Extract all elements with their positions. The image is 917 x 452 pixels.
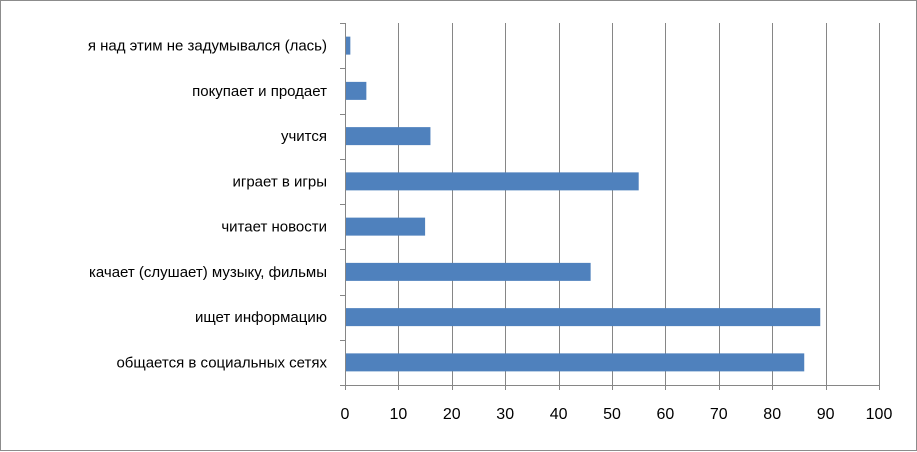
bar-5 <box>346 262 591 281</box>
bar-2 <box>346 127 431 146</box>
x-tick-label-30: 30 <box>496 406 514 423</box>
category-label-1: покупает и продает <box>192 83 327 100</box>
axes <box>340 23 880 390</box>
x-tick-label-40: 40 <box>550 406 568 423</box>
bar-3 <box>346 172 639 191</box>
tick-labels: 0 10 20 30 40 50 60 70 80 90 100 <box>341 406 893 423</box>
x-tick-label-90: 90 <box>817 406 835 423</box>
category-label-4: читает новости <box>221 219 327 236</box>
category-label-5: качает (слушает) музыку, фильмы <box>89 264 327 281</box>
category-label-6: ищет информацию <box>195 309 327 326</box>
bar-1 <box>346 81 367 100</box>
bar-7 <box>346 353 805 372</box>
x-tick-label-60: 60 <box>657 406 675 423</box>
x-tick-label-100: 100 <box>866 406 893 423</box>
category-label-3: играет в игры <box>232 173 327 190</box>
x-tick-label-70: 70 <box>710 406 728 423</box>
bar-4 <box>346 217 426 236</box>
x-tick-label-20: 20 <box>443 406 461 423</box>
category-label-0: я над этим не задумывался (лась) <box>88 38 327 55</box>
category-label-7: общается в социальных сетях <box>116 354 327 371</box>
x-tick-label-0: 0 <box>341 406 350 423</box>
bar-6 <box>346 308 821 327</box>
gridlines <box>398 23 880 385</box>
category-labels: я над этим не задумывался (лась) покупает… <box>88 38 328 372</box>
x-tick-label-10: 10 <box>390 406 408 423</box>
category-label-2: учится <box>281 128 327 145</box>
bar-0 <box>346 36 351 55</box>
bars <box>346 36 821 372</box>
x-tick-label-80: 80 <box>763 406 781 423</box>
x-tick-label-50: 50 <box>603 406 621 423</box>
